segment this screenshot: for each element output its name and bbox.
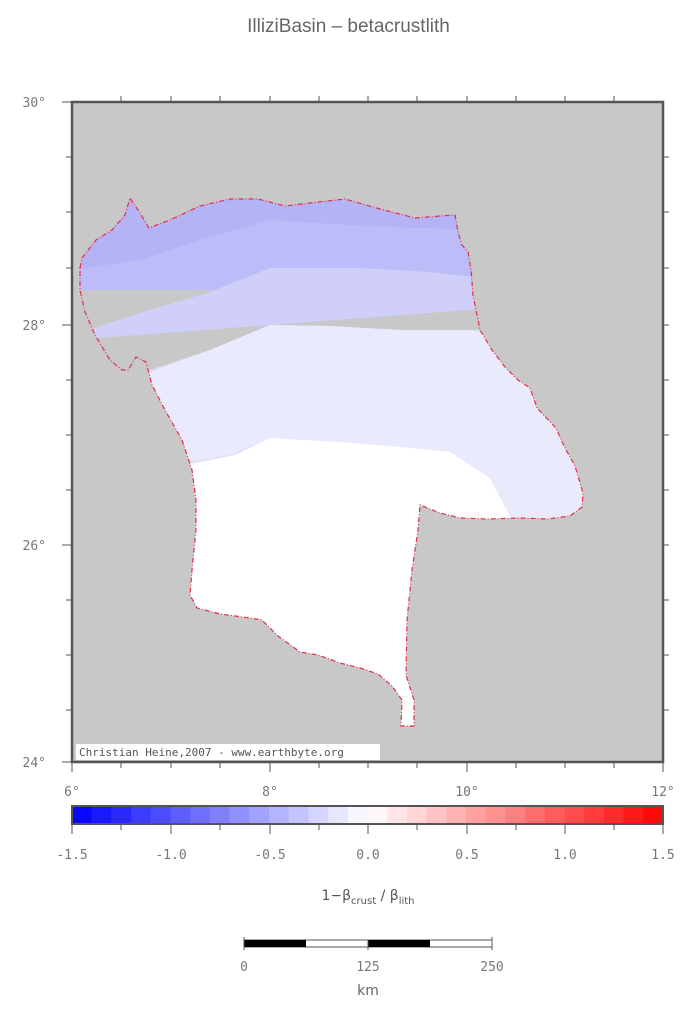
colorbar-tick: 0.0 [356,848,379,863]
colorbar-cell [643,807,664,823]
colorbar-cell [623,807,644,823]
colorbar-cell [544,807,565,823]
colorbar-cell [426,807,447,823]
lon-label: 12° [651,785,674,800]
credit-text: Christian Heine,2007 - www.earthbyte.org [79,746,344,759]
scale-label: 125 [356,960,379,975]
colorbar-cell [584,807,605,823]
map-title: IlliziBasin – betacrustlith [247,16,450,37]
colorbar-cell [485,807,506,823]
colorbar-tick: 1.0 [553,848,576,863]
colorbar [72,807,664,823]
frame-ticks [62,96,669,772]
colorbar-cell [525,807,546,823]
colorbar-cell [91,807,112,823]
colorbar-label-sub: crust [351,896,376,907]
colorbar-tick: 0.5 [455,848,478,863]
lat-label: 26° [23,539,46,554]
colorbar-label-mid: / β [376,888,399,904]
colorbar-tick: -0.5 [254,848,285,863]
colorbar-cell [466,807,487,823]
colorbar-tick: -1.5 [56,848,87,863]
colorbar-cell [308,807,329,823]
lat-label: 28° [23,319,46,334]
colorbar-label: 1−βcrust / βlith [321,888,414,907]
colorbar-cell [328,807,349,823]
colorbar-cell [131,807,152,823]
colorbar-cell [150,807,171,823]
colorbar-cell [249,807,270,823]
colorbar-cell [170,807,191,823]
lon-label: 8° [262,785,278,800]
scale-unit: km [357,983,379,999]
lat-label: 24° [23,756,46,771]
basin-outline [79,196,584,727]
colorbar-cell [603,807,625,823]
colorbar-cell [347,807,368,823]
colorbar-label-main: 1−β [321,888,351,904]
colorbar-cell [564,807,585,823]
scale-label: 0 [240,960,248,975]
lon-label: 6° [64,785,80,800]
scale-label: 250 [480,960,503,975]
colorbar-cell [190,807,211,823]
colorbar-cell [72,807,93,823]
lat-label: 30° [23,96,46,111]
colorbar-cell [288,807,309,823]
colorbar-cell [229,807,250,823]
lon-label: 10° [455,785,478,800]
credit-box [76,744,380,760]
colorbar-cell [209,807,231,823]
colorbar-cell [505,807,526,823]
colorbar-cell [387,807,408,823]
colorbar-tick: -1.0 [155,848,186,863]
colorbar-cell [446,807,467,823]
colorbar-cell [269,807,290,823]
colorbar-cell [367,807,388,823]
colorbar-cell [406,807,428,823]
colorbar-cell [111,807,132,823]
colorbar-label-sub: lith [399,896,415,907]
colorbar-tick: 1.5 [651,848,674,863]
scale-bar [243,937,493,950]
